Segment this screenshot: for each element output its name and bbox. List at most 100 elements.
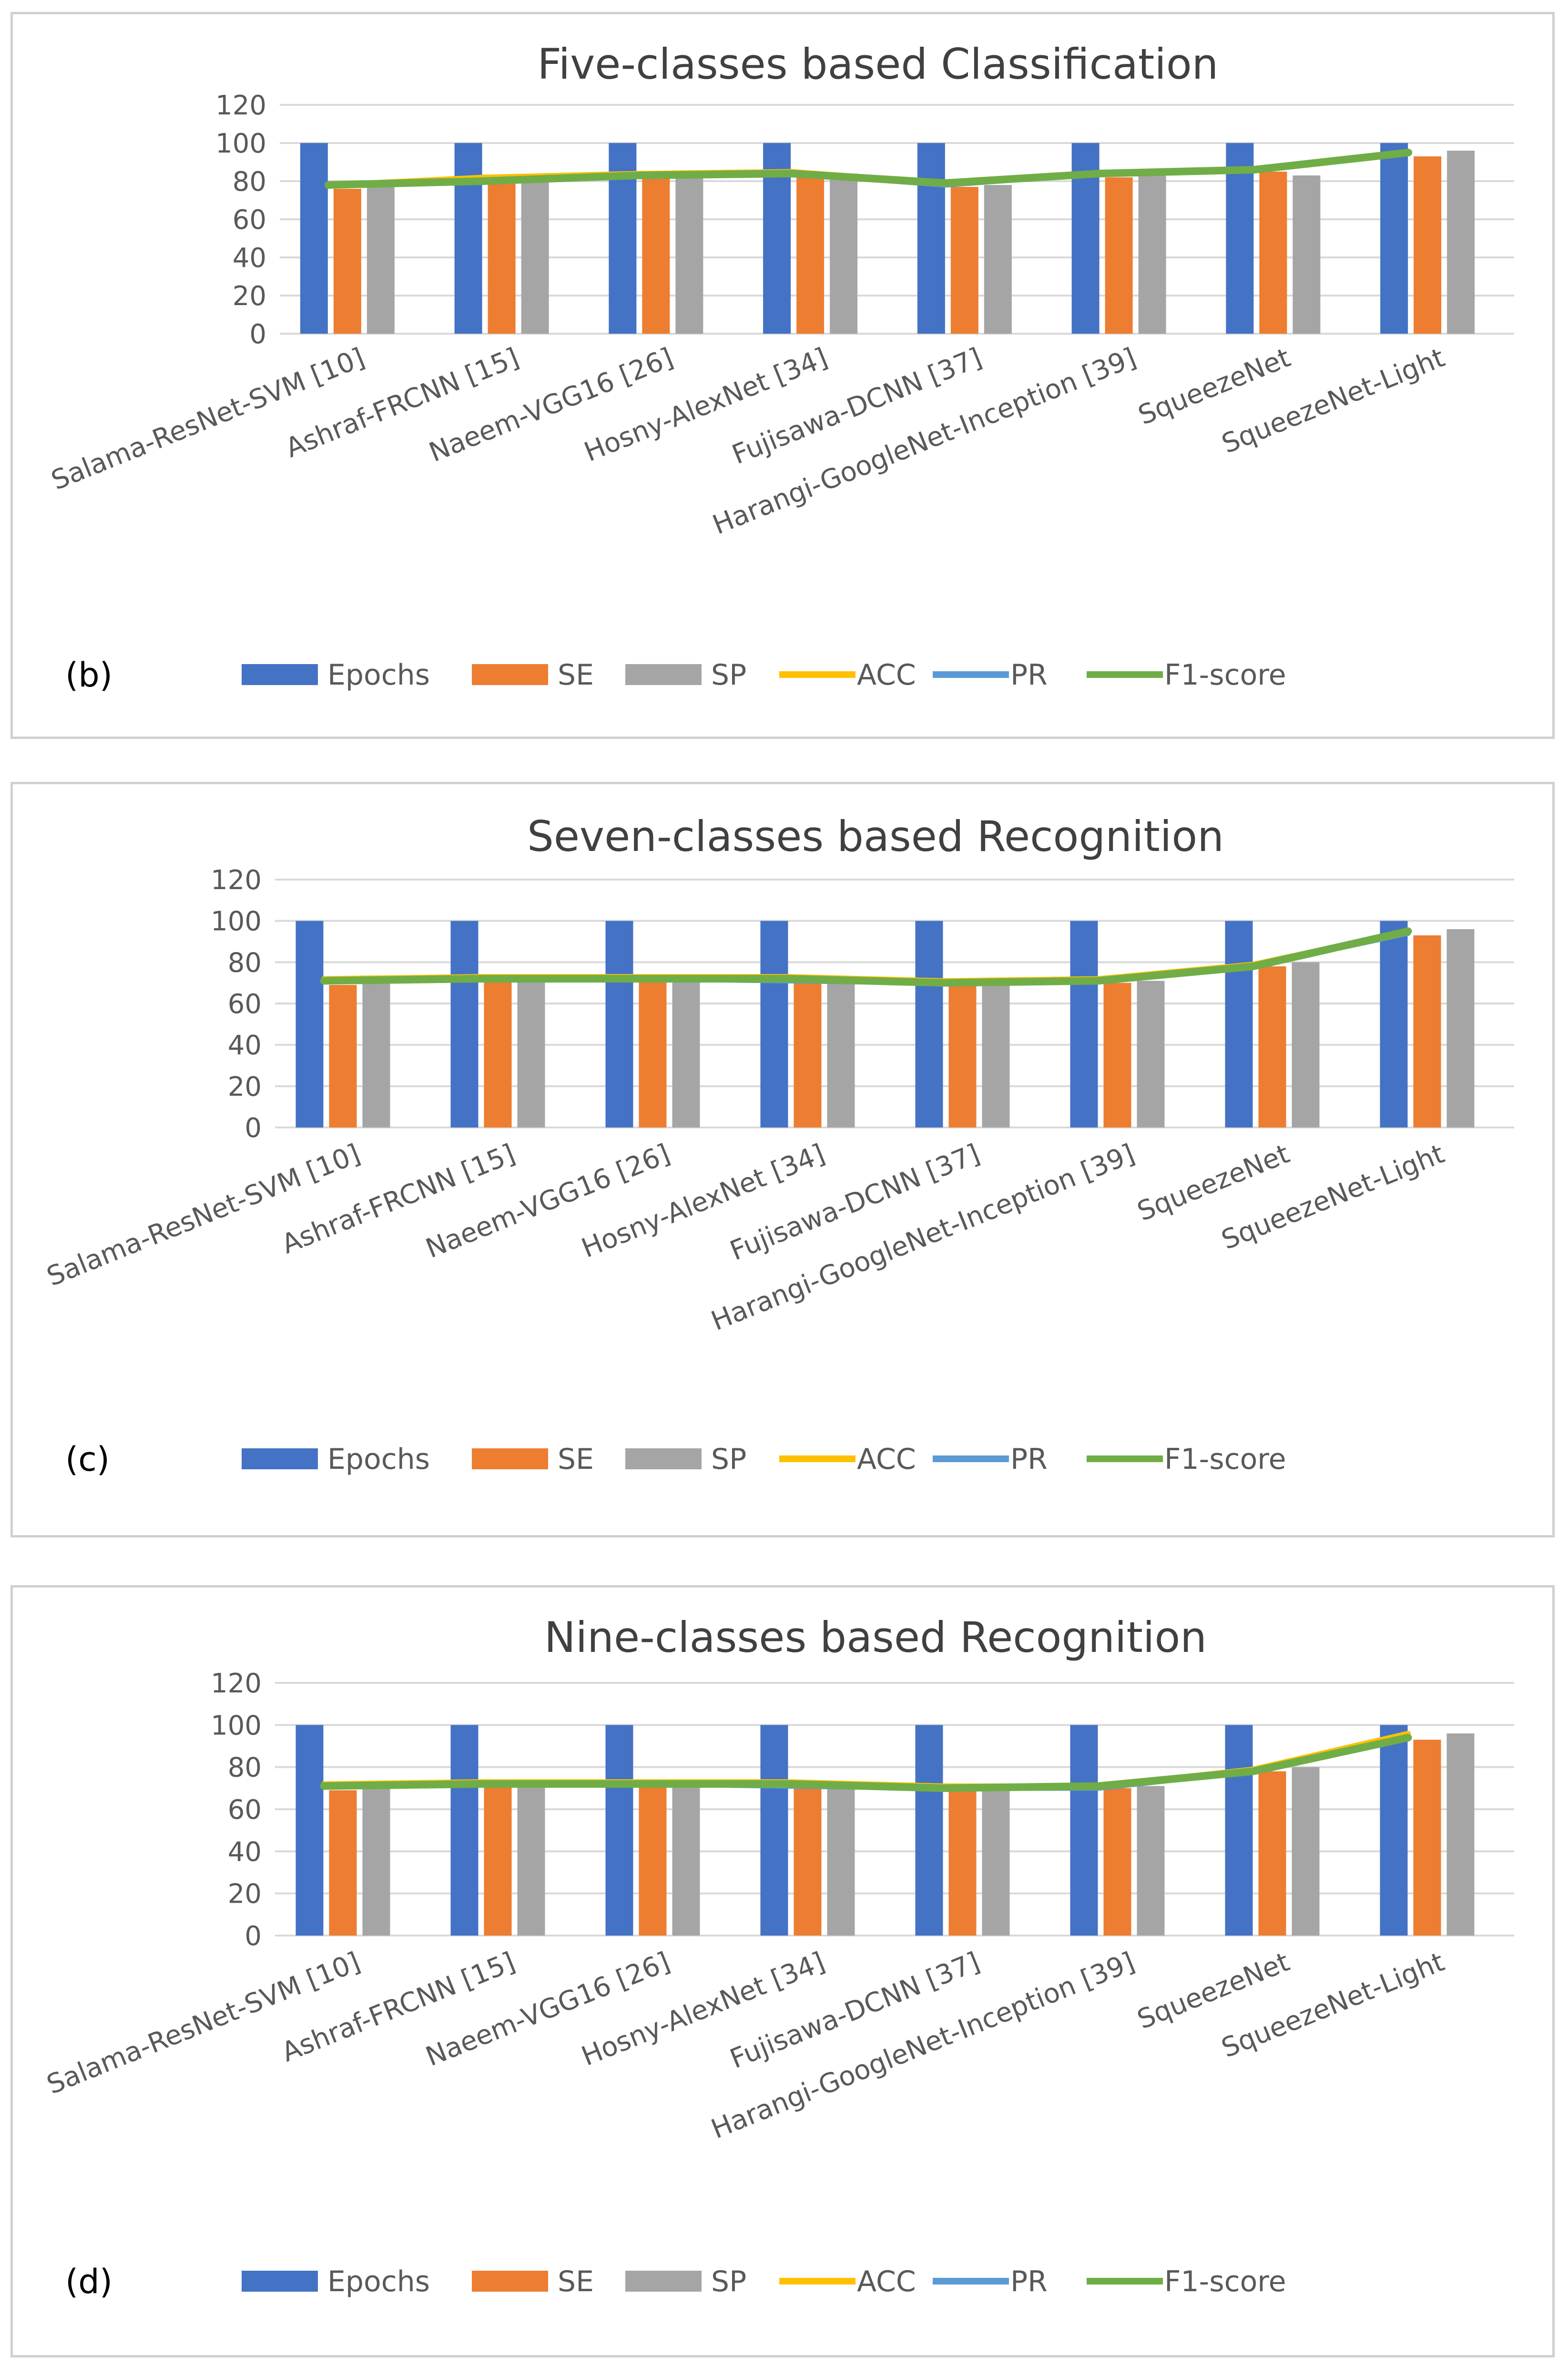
y-tick-label: 40 xyxy=(228,1836,262,1867)
chart-title: Seven-classes based Recognition xyxy=(527,812,1224,861)
bar-se xyxy=(1258,966,1286,1127)
bar-epochs xyxy=(1226,143,1254,334)
category-label: Naeem-VGG16 [26] xyxy=(421,1138,674,1265)
bar-se xyxy=(1103,1788,1131,1936)
bar-epochs xyxy=(450,921,479,1127)
legend-label: Epochs xyxy=(327,1443,430,1476)
bar-sp xyxy=(517,979,545,1127)
bar-sp xyxy=(517,1784,545,1936)
y-tick-label: 20 xyxy=(228,1071,262,1102)
legend-swatch-se xyxy=(472,664,548,685)
bar-se xyxy=(1259,172,1287,334)
bar-se xyxy=(484,1786,512,1936)
bar-epochs xyxy=(1380,921,1408,1127)
bar-sp xyxy=(1137,981,1165,1127)
legend-label: SE xyxy=(558,1443,594,1476)
bar-epochs xyxy=(454,143,482,334)
bar-se xyxy=(950,187,978,334)
bar-sp xyxy=(1446,1733,1475,1936)
panel-label: (d) xyxy=(65,2262,112,2301)
bar-epochs xyxy=(605,1725,633,1936)
y-tick-label: 60 xyxy=(228,989,262,1020)
panel-label: (b) xyxy=(65,656,112,695)
y-tick-label: 40 xyxy=(233,243,266,274)
line-f1-score xyxy=(320,927,1412,987)
y-tick-label: 100 xyxy=(215,128,266,159)
bar-epochs xyxy=(1070,1725,1098,1936)
chart-svg: Seven-classes based Recognition 0 20 40 60 80… xyxy=(42,812,1514,1479)
bar-epochs xyxy=(760,1725,788,1936)
bar-sp xyxy=(367,185,395,334)
bar-sp xyxy=(672,1784,700,1936)
bar-sp xyxy=(1293,175,1321,334)
y-tick-label: 20 xyxy=(233,281,266,312)
bar-sp xyxy=(982,983,1010,1127)
bar-epochs xyxy=(1225,921,1253,1127)
bar-sp xyxy=(521,179,549,334)
y-tick-label: 120 xyxy=(211,865,262,896)
y-tick-label: 60 xyxy=(228,1794,262,1825)
legend-label: SE xyxy=(558,2265,594,2298)
legend-swatch-se xyxy=(472,2271,548,2292)
legend-label: Epochs xyxy=(327,658,430,692)
y-tick-label: 80 xyxy=(233,166,266,197)
y-tick-label: 120 xyxy=(215,90,266,121)
bar-sp xyxy=(362,1788,390,1936)
legend-swatch-epochs xyxy=(242,1448,318,1469)
category-label: Fujisawa-DCNN [37] xyxy=(726,1138,984,1267)
bar-epochs xyxy=(915,1725,943,1936)
bar-sp xyxy=(830,174,858,334)
legend-label: ACC xyxy=(857,1443,916,1476)
bar-se xyxy=(794,1788,822,1936)
bar-sp xyxy=(1138,175,1166,334)
bar-epochs xyxy=(760,921,788,1127)
bar-se xyxy=(948,985,977,1127)
line-f1-score xyxy=(324,149,1413,189)
bar-sp xyxy=(672,979,700,1127)
legend-swatch-sp xyxy=(625,2271,702,2292)
category-label: Fujisawa-DCNN [37] xyxy=(728,342,986,471)
bar-epochs xyxy=(1225,1725,1253,1936)
chart-svg: Nine-classes based Recognition 0 20 40 60 80 1… xyxy=(42,1613,1514,2301)
legend-label: SP xyxy=(711,1443,746,1476)
category-label: Hosny-AlexNet [34] xyxy=(580,342,832,468)
y-tick-label: 80 xyxy=(228,947,262,978)
category-label: Naeem-VGG16 [26] xyxy=(425,342,677,469)
bar-epochs xyxy=(605,921,633,1127)
bar-sp xyxy=(1137,1786,1165,1936)
y-tick-label: 0 xyxy=(249,319,266,350)
legend-swatch-epochs xyxy=(242,2271,318,2292)
bar-sp xyxy=(1292,1767,1320,1936)
y-tick-label: 60 xyxy=(233,205,266,236)
bar-sp xyxy=(1292,962,1320,1127)
bar-se xyxy=(1105,177,1133,334)
chart-panel-nine-classes: Nine-classes based Recognition 0 20 40 60 80 1… xyxy=(10,1585,1555,2357)
panel-label: (c) xyxy=(65,1440,110,1479)
bar-sp xyxy=(982,1788,1010,1936)
chart-title: Five-classes based Classification xyxy=(538,40,1219,89)
bar-epochs xyxy=(1070,921,1098,1127)
y-tick-label: 0 xyxy=(244,1921,262,1952)
legend-label: PR xyxy=(1010,1443,1048,1476)
bar-epochs xyxy=(450,1725,479,1936)
bar-se xyxy=(642,177,670,334)
bar-se xyxy=(1414,156,1442,334)
bar-se xyxy=(796,175,825,334)
legend-label: F1-score xyxy=(1164,1443,1286,1476)
y-tick-label: 100 xyxy=(211,906,262,937)
bar-se xyxy=(1103,983,1131,1127)
y-tick-label: 20 xyxy=(228,1879,262,1910)
bar-epochs xyxy=(295,921,324,1127)
y-tick-label: 80 xyxy=(228,1752,262,1783)
bar-sp xyxy=(675,175,703,334)
legend-swatch-se xyxy=(472,1448,548,1469)
bar-epochs xyxy=(915,921,943,1127)
bar-sp xyxy=(362,983,390,1127)
bar-se xyxy=(329,985,357,1127)
bar-se xyxy=(794,983,822,1127)
chart-panel-five-classes: Five-classes based Classification 0 20 40 60… xyxy=(10,12,1555,739)
legend-label: ACC xyxy=(857,2265,916,2298)
bar-epochs xyxy=(295,1725,324,1936)
legend-label: PR xyxy=(1010,658,1048,692)
legend-label: F1-score xyxy=(1164,2265,1286,2298)
